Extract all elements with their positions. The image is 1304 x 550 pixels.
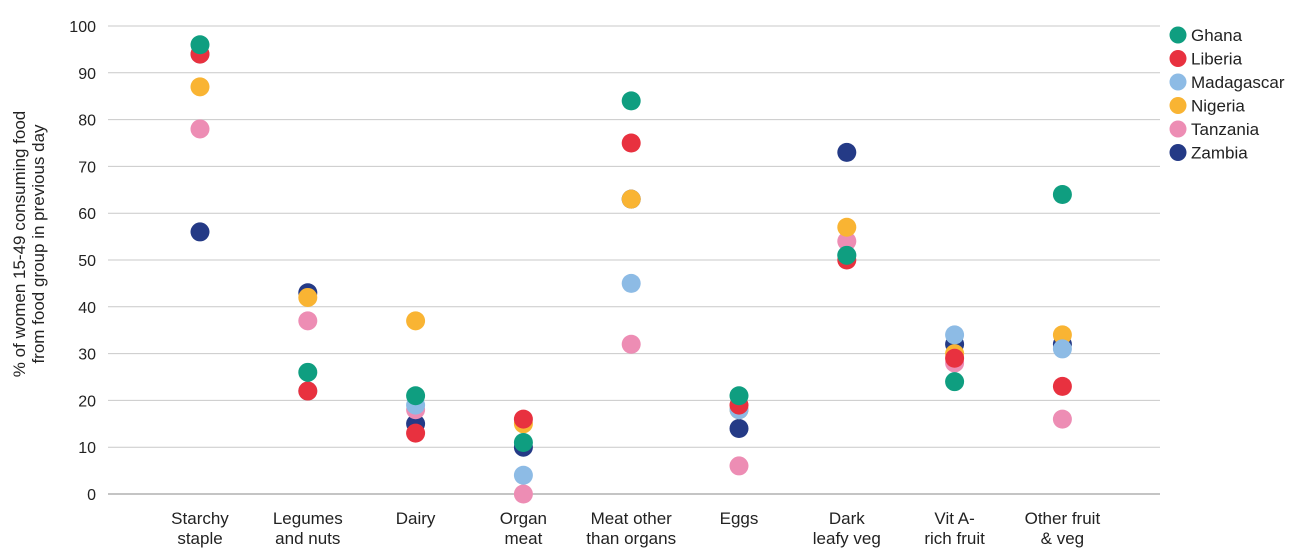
data-point-nigeria <box>837 217 857 237</box>
category-label-line: Eggs <box>720 509 759 528</box>
data-point-nigeria <box>298 287 318 307</box>
y-tick-label: 20 <box>78 393 96 410</box>
category-label: Dark leafy veg <box>813 509 881 548</box>
category-label: Organ meat <box>500 509 547 548</box>
legend-label: Tanzania <box>1191 120 1260 139</box>
data-point-madagascar <box>513 465 533 485</box>
category-label-line: and nuts <box>275 529 340 548</box>
data-point-tanzania <box>298 311 318 331</box>
y-tick-label: 40 <box>78 300 96 317</box>
data-point-liberia <box>513 409 533 429</box>
data-point-tanzania <box>1052 409 1072 429</box>
data-point-liberia <box>1052 376 1072 396</box>
legend-marker <box>1169 120 1187 138</box>
data-point-ghana <box>298 362 318 382</box>
data-point-liberia <box>406 423 426 443</box>
data-point-liberia <box>621 133 641 153</box>
category-label: Legumes and nuts <box>273 509 343 548</box>
axis-layer: 0 10 20 30 40 50 60 70 80 90 100 <box>69 19 1160 504</box>
y-tick-label: 0 <box>87 487 96 504</box>
data-point-madagascar <box>945 325 965 345</box>
category-label-line: than organs <box>586 529 676 548</box>
legend-label: Madagascar <box>1191 73 1285 92</box>
legend-marker <box>1169 97 1187 114</box>
data-point-tanzania <box>837 231 857 251</box>
legend-marker <box>1169 73 1187 91</box>
category-label-line: Vit A- <box>934 509 974 528</box>
legend-label: Zambia <box>1191 144 1248 163</box>
category-label-line: & veg <box>1041 529 1084 548</box>
category-label: Eggs <box>720 509 759 528</box>
legend-marker <box>1169 26 1187 44</box>
category-label: Starchy staple <box>171 509 229 548</box>
category-label: Meat other than organs <box>586 509 676 548</box>
y-tick-label: 30 <box>78 347 96 364</box>
y-axis-title: % of women 15-49 consuming foodfrom food… <box>10 111 48 378</box>
y-tick-label: 100 <box>69 19 96 36</box>
y-tick-label: 90 <box>78 66 96 83</box>
category-label-line: Dark <box>829 509 865 528</box>
legend: Ghana Liberia Madagascar Nigeria Tanzania Zam… <box>1169 26 1285 163</box>
data-point-madagascar <box>1052 339 1072 359</box>
category-label-line: Organ <box>500 509 547 528</box>
category-label-line: Legumes <box>273 509 343 528</box>
category-label-line: meat <box>505 529 543 548</box>
y-axis-title-line: from food group in previous day <box>29 124 48 364</box>
data-point-zambia <box>729 418 749 438</box>
y-axis-title-line: % of women 15-49 consuming food <box>10 111 29 378</box>
data-point-ghana <box>729 386 749 406</box>
grid-layer <box>108 25 1160 448</box>
data-point-ghana <box>513 433 533 453</box>
data-point-ghana <box>945 372 965 392</box>
data-point-ghana <box>621 91 641 111</box>
legend-label: Liberia <box>1191 50 1243 69</box>
data-point-nigeria <box>621 189 641 209</box>
y-tick-label: 60 <box>78 206 96 223</box>
data-point-nigeria <box>190 77 210 97</box>
legend-label: Ghana <box>1191 26 1243 45</box>
data-point-nigeria <box>1052 325 1072 345</box>
data-points <box>190 35 1072 504</box>
category-label-line: Dairy <box>396 509 436 528</box>
y-axis-label: % of women 15-49 consuming foodfrom food… <box>10 111 48 378</box>
category-label-line: staple <box>177 529 222 548</box>
data-point-zambia <box>837 142 857 162</box>
category-label-line: leafy veg <box>813 529 881 548</box>
data-point-tanzania <box>190 119 210 139</box>
data-point-liberia <box>298 381 318 401</box>
y-tick-label: 80 <box>78 113 96 130</box>
data-point-tanzania <box>729 456 749 476</box>
data-point-ghana <box>837 245 857 265</box>
data-point-ghana <box>1052 184 1072 204</box>
data-point-madagascar <box>621 273 641 293</box>
data-point-liberia <box>945 348 965 368</box>
legend-label: Nigeria <box>1191 97 1245 116</box>
category-label-line: Other fruit <box>1025 509 1101 528</box>
data-point-ghana <box>190 35 210 55</box>
y-tick-label: 10 <box>78 440 96 457</box>
data-point-tanzania <box>621 334 641 354</box>
data-point-tanzania <box>513 484 533 504</box>
legend-marker <box>1169 144 1187 161</box>
category-label-line: Starchy <box>171 509 229 528</box>
y-tick-label: 70 <box>78 159 96 176</box>
category-label-line: Meat other <box>591 509 673 528</box>
category-label: Other fruit & veg <box>1025 509 1101 548</box>
data-point-nigeria <box>406 311 426 331</box>
y-tick-label: 50 <box>78 253 96 270</box>
data-point-ghana <box>406 386 426 406</box>
data-point-zambia <box>190 222 210 242</box>
legend-marker <box>1169 50 1187 67</box>
category-label-line: rich fruit <box>924 529 985 548</box>
category-label: Vit A-rich fruit <box>924 509 985 548</box>
category-labels: Starchy staple Legumes and nuts Dairy Organ me… <box>171 509 1100 548</box>
category-label: Dairy <box>396 509 436 528</box>
